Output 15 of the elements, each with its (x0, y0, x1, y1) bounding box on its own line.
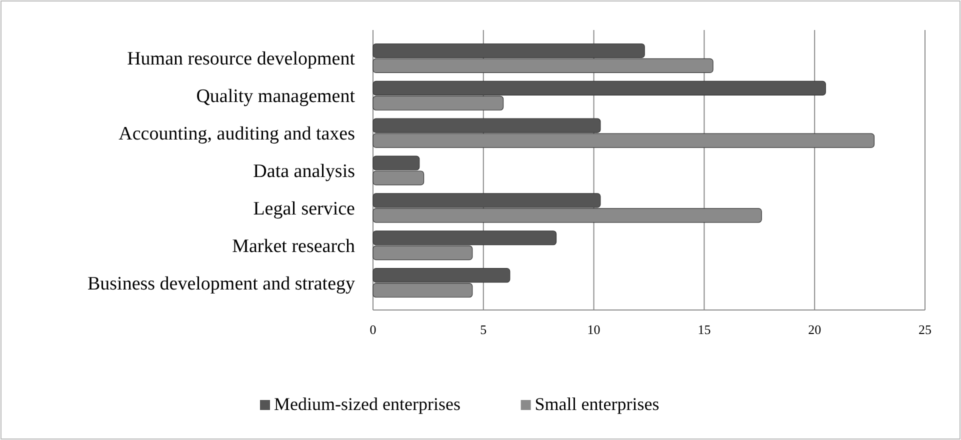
x-tick-label: 20 (808, 322, 822, 337)
y-tick-label: Accounting, auditing and taxes (118, 124, 355, 145)
y-tick-label: Data analysis (253, 161, 355, 182)
y-tick-label: Market research (232, 236, 356, 257)
y-tick-label: Business development and strategy (87, 273, 356, 294)
y-tick-label: Human resource development (127, 48, 356, 70)
x-tick-label: 5 (480, 322, 487, 337)
y-tick-label: Quality management (196, 86, 356, 108)
x-tick-label: 15 (698, 322, 711, 337)
y-tick-label: Legal service (253, 198, 355, 220)
x-tick-label: 0 (370, 322, 376, 337)
legend-label: Medium-sized enterprises (274, 394, 460, 414)
x-tick-label: 10 (587, 322, 600, 337)
legend-label: Small enterprises (534, 394, 660, 414)
x-tick-label: 25 (918, 322, 932, 337)
